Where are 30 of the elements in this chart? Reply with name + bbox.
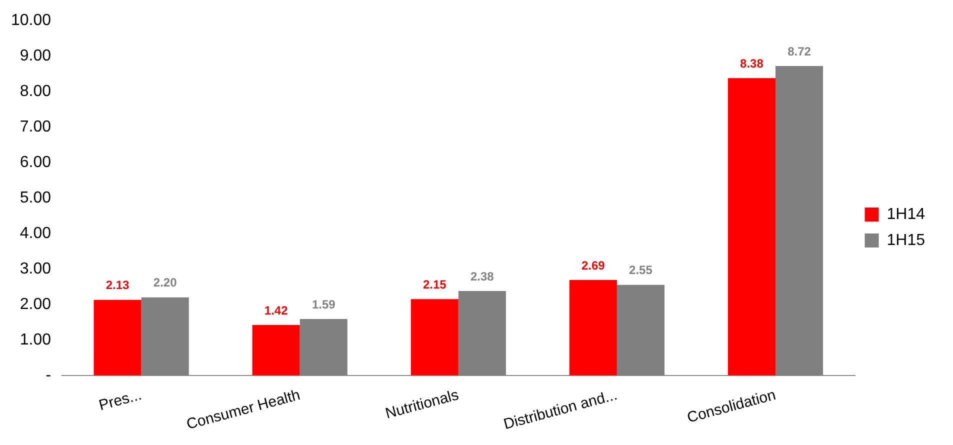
data-label: 1.59 (312, 297, 336, 312)
y-tick-label: 5.00 (20, 189, 52, 206)
y-tick-label: - (46, 366, 52, 384)
data-label: 8.72 (788, 44, 812, 58)
data-label: 2.55 (629, 263, 653, 278)
y-tick-label: 10.00 (10, 12, 52, 30)
legend-label: 1H14 (886, 206, 926, 223)
bar (728, 78, 776, 376)
y-tick-label: 8.00 (20, 82, 52, 100)
y-tick-label: 6.00 (20, 154, 52, 171)
data-label: 8.38 (740, 56, 764, 70)
y-tick-label: 9.00 (20, 47, 52, 64)
y-tick-label: 7.00 (20, 118, 52, 136)
data-label: 2.38 (470, 269, 494, 284)
bar (252, 325, 300, 376)
bar (410, 299, 458, 376)
x-tick-label: Pres... (97, 386, 144, 414)
legend-label: 1H15 (886, 232, 926, 249)
bar (569, 280, 617, 376)
data-label: 2.13 (106, 278, 130, 292)
y-tick-label: 4.00 (20, 224, 52, 242)
y-tick-label: 2.00 (20, 296, 52, 313)
data-label: 1.42 (264, 303, 288, 318)
y-tick-label: 1.00 (20, 331, 52, 348)
x-tick-label: Consumer Health (184, 386, 302, 434)
data-label: 2.20 (153, 276, 178, 290)
data-label: 2.15 (422, 277, 447, 292)
bar (94, 300, 142, 376)
y-tick-label: 3.00 (20, 260, 52, 278)
data-label: 2.69 (581, 258, 606, 272)
